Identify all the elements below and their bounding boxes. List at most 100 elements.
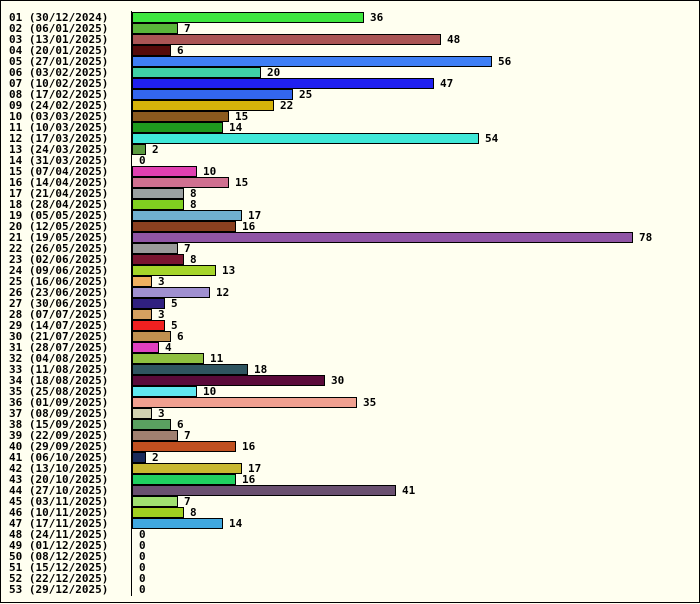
value-label: 15	[235, 176, 248, 189]
value-label: 17	[248, 462, 261, 475]
bar	[132, 518, 223, 529]
bar	[132, 232, 633, 243]
category-label: 38 (15/09/2025)	[9, 418, 108, 431]
category-label: 45 (03/11/2025)	[9, 495, 108, 508]
bar	[132, 243, 178, 254]
value-label: 22	[280, 99, 293, 112]
bar	[132, 474, 236, 485]
value-label: 5	[171, 297, 178, 310]
category-label: 31 (28/07/2025)	[9, 341, 108, 354]
bar	[132, 133, 479, 144]
bar	[132, 507, 184, 518]
value-label: 16	[242, 440, 256, 453]
bar	[132, 23, 178, 34]
bar	[132, 452, 146, 463]
value-label: 0	[139, 550, 146, 563]
value-label: 0	[139, 572, 146, 585]
value-label: 14	[229, 517, 243, 530]
value-label: 12	[216, 286, 229, 299]
bar	[132, 309, 152, 320]
value-label: 48	[447, 33, 460, 46]
category-label: 49 (01/12/2025)	[9, 539, 108, 552]
value-label: 18	[254, 363, 267, 376]
value-label: 14	[229, 121, 243, 134]
bar	[132, 397, 357, 408]
category-label: 52 (22/12/2025)	[9, 572, 108, 585]
category-label: 28 (07/07/2025)	[9, 308, 108, 321]
category-label: 43 (20/10/2025)	[9, 473, 108, 486]
category-label: 19 (05/05/2025)	[9, 209, 108, 222]
category-label: 35 (25/08/2025)	[9, 385, 108, 398]
value-label: 0	[139, 539, 146, 552]
value-label: 36	[370, 11, 384, 24]
value-label: 8	[190, 506, 197, 519]
value-label: 7	[184, 242, 191, 255]
value-label: 10	[203, 385, 216, 398]
value-label: 2	[152, 451, 159, 464]
category-label: 10 (03/03/2025)	[9, 110, 108, 123]
value-label: 56	[498, 55, 512, 68]
value-label: 0	[139, 561, 146, 574]
bar	[132, 210, 242, 221]
category-label: 41 (06/10/2025)	[9, 451, 108, 464]
category-label: 34 (18/08/2025)	[9, 374, 108, 387]
category-label: 15 (07/04/2025)	[9, 165, 108, 178]
bar	[132, 177, 229, 188]
category-label: 23 (02/06/2025)	[9, 253, 108, 266]
category-label: 27 (30/06/2025)	[9, 297, 108, 310]
bar	[132, 122, 223, 133]
bar	[132, 364, 248, 375]
value-label: 6	[177, 330, 184, 343]
value-label: 8	[190, 198, 197, 211]
bar	[132, 463, 242, 474]
value-label: 0	[139, 528, 146, 541]
value-label: 20	[267, 66, 280, 79]
bar	[132, 342, 159, 353]
category-label: 22 (26/05/2025)	[9, 242, 108, 255]
category-label: 01 (30/12/2024)	[9, 11, 108, 24]
bar	[132, 56, 492, 67]
value-label: 8	[190, 187, 197, 200]
bar	[132, 221, 236, 232]
value-label: 15	[235, 110, 248, 123]
category-label: 04 (20/01/2025)	[9, 44, 108, 57]
value-label: 3	[158, 308, 165, 321]
value-label: 0	[139, 154, 146, 167]
bar	[132, 320, 165, 331]
bar	[132, 144, 146, 155]
category-label: 08 (17/02/2025)	[9, 88, 108, 101]
bar	[132, 100, 274, 111]
value-label: 47	[440, 77, 453, 90]
bar	[132, 386, 197, 397]
bar	[132, 254, 184, 265]
category-label: 25 (16/06/2025)	[9, 275, 108, 288]
category-label: 46 (10/11/2025)	[9, 506, 108, 519]
value-label: 6	[177, 418, 184, 431]
category-label: 07 (10/02/2025)	[9, 77, 108, 90]
category-label: 24 (09/06/2025)	[9, 264, 108, 277]
category-label: 17 (21/04/2025)	[9, 187, 108, 200]
category-label: 51 (15/12/2025)	[9, 561, 108, 574]
category-label: 44 (27/10/2025)	[9, 484, 108, 497]
bar	[132, 287, 210, 298]
value-label: 16	[242, 220, 256, 233]
category-label: 48 (24/11/2025)	[9, 528, 108, 541]
category-label: 02 (06/01/2025)	[9, 22, 108, 35]
bar	[132, 67, 261, 78]
value-label: 16	[242, 473, 256, 486]
category-label: 21 (19/05/2025)	[9, 231, 108, 244]
category-label: 40 (29/09/2025)	[9, 440, 108, 453]
bar	[132, 166, 197, 177]
category-label: 20 (12/05/2025)	[9, 220, 108, 233]
bar	[132, 199, 184, 210]
category-label: 14 (31/03/2025)	[9, 154, 108, 167]
value-label: 2	[152, 143, 159, 156]
value-label: 13	[222, 264, 235, 277]
category-label: 11 (10/03/2025)	[9, 121, 108, 134]
value-label: 0	[139, 583, 146, 596]
bar	[132, 496, 178, 507]
value-label: 54	[485, 132, 499, 145]
